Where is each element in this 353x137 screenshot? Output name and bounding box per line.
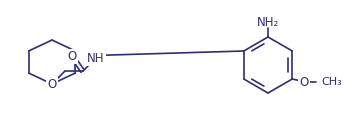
Text: O: O: [68, 50, 77, 63]
Text: O: O: [300, 75, 309, 89]
Text: O: O: [47, 78, 56, 91]
Text: NH₂: NH₂: [257, 16, 279, 29]
Text: NH: NH: [87, 52, 104, 65]
Text: CH₃: CH₃: [321, 77, 342, 87]
